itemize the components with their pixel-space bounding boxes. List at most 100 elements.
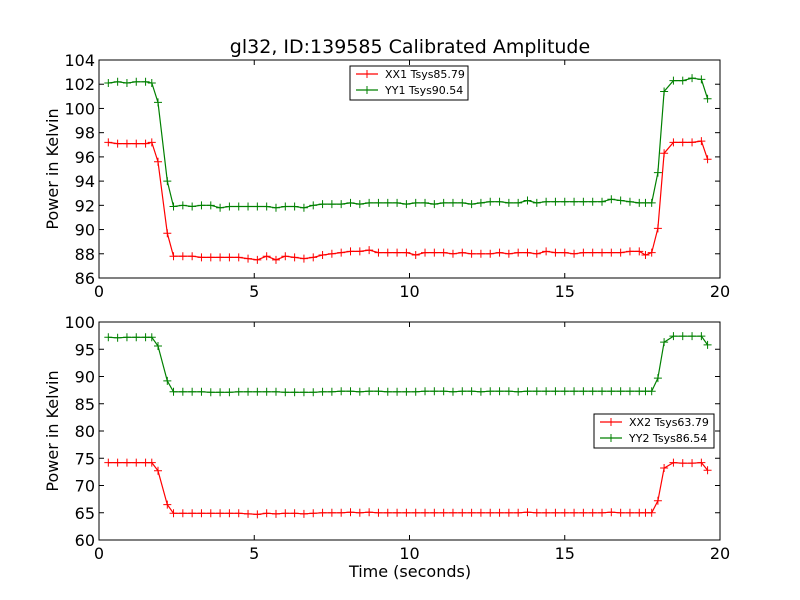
data-point <box>290 253 299 262</box>
data-point <box>309 509 318 518</box>
data-point <box>560 387 569 396</box>
data-point <box>309 253 318 262</box>
data-point <box>327 508 336 517</box>
data-point <box>532 249 541 258</box>
data-point <box>122 139 131 148</box>
data-point <box>514 198 523 207</box>
top-series-yy1 <box>104 74 712 212</box>
data-point <box>402 248 411 257</box>
legend-yy2-label: YY2 Tsys86.54 <box>628 432 707 445</box>
data-point <box>132 139 141 148</box>
data-point <box>234 253 243 262</box>
legend-yy1-label: YY1 Tsys90.54 <box>384 84 463 97</box>
data-point <box>486 508 495 517</box>
bottom-plot-legend: XX2 Tsys63.79 YY2 Tsys86.54 <box>593 413 715 449</box>
legend-xx2-label: XX2 Tsys63.79 <box>629 416 709 429</box>
data-point <box>132 458 141 467</box>
data-point <box>625 197 634 206</box>
bottom-ytick-label: 90 <box>75 368 95 387</box>
data-point <box>688 138 697 147</box>
data-point <box>653 496 662 505</box>
data-point <box>688 332 697 341</box>
data-point <box>607 248 616 257</box>
data-point <box>355 200 364 209</box>
data-point <box>355 247 364 256</box>
data-point <box>616 248 625 257</box>
data-point <box>703 466 712 475</box>
data-point <box>262 387 271 396</box>
bottom-ytick-label: 85 <box>75 395 95 414</box>
data-point <box>132 333 141 342</box>
data-point <box>271 387 280 396</box>
data-point <box>346 247 355 256</box>
data-point <box>647 198 656 207</box>
bottom-ytick-label: 95 <box>75 340 95 359</box>
data-point <box>318 250 327 259</box>
data-point <box>327 200 336 209</box>
data-point <box>486 387 495 396</box>
data-point <box>104 79 113 88</box>
top-ytick-label: 100 <box>64 99 95 118</box>
data-point <box>216 203 225 212</box>
data-point <box>113 458 122 467</box>
bottom-ytick-label: 75 <box>75 449 95 468</box>
data-point <box>244 202 253 211</box>
bottom-ytick-label: 80 <box>75 422 95 441</box>
top-ytick-label: 86 <box>75 269 95 288</box>
data-point <box>486 197 495 206</box>
top-ytick-label: 98 <box>75 124 95 143</box>
data-point <box>383 387 392 396</box>
data-point <box>495 248 504 257</box>
data-point <box>153 466 162 475</box>
data-point <box>271 255 280 264</box>
data-point <box>458 198 467 207</box>
data-point <box>467 387 476 396</box>
data-point <box>290 202 299 211</box>
data-point <box>588 508 597 517</box>
data-point <box>458 248 467 257</box>
data-point <box>188 202 197 211</box>
data-point <box>290 388 299 397</box>
data-point <box>253 510 262 519</box>
data-point <box>365 246 374 255</box>
data-point <box>178 201 187 210</box>
data-point <box>495 387 504 396</box>
data-point <box>579 387 588 396</box>
data-point <box>253 255 262 264</box>
top-xtick-label: 5 <box>249 282 259 301</box>
data-point <box>669 458 678 467</box>
data-point <box>383 248 392 257</box>
bottom-xtick-label: 20 <box>710 544 730 563</box>
data-point <box>104 458 113 467</box>
data-point <box>163 376 172 385</box>
data-point <box>616 196 625 205</box>
data-point <box>588 197 597 206</box>
data-point <box>132 77 141 86</box>
data-point <box>598 387 607 396</box>
data-point <box>188 252 197 261</box>
data-point <box>625 247 634 256</box>
data-point <box>678 459 687 468</box>
data-point <box>647 508 656 517</box>
data-point <box>660 464 669 473</box>
bottom-plot-series <box>104 332 712 519</box>
bottom-ytick-label: 60 <box>75 531 95 550</box>
data-point <box>206 388 215 397</box>
data-point <box>153 98 162 107</box>
data-point <box>169 202 178 211</box>
data-point <box>458 387 467 396</box>
data-point <box>421 387 430 396</box>
data-point <box>337 387 346 396</box>
data-point <box>430 387 439 396</box>
top-plot: gl32, ID:139585 Calibrated Amplitude 0 5 1… <box>43 36 730 301</box>
top-ytick-label: 94 <box>75 172 95 191</box>
bottom-ytick-label: 70 <box>75 477 95 496</box>
data-point <box>374 508 383 517</box>
data-point <box>458 508 467 517</box>
data-point <box>678 138 687 147</box>
data-point <box>598 248 607 257</box>
data-point <box>504 508 513 517</box>
data-point <box>411 387 420 396</box>
data-point <box>374 387 383 396</box>
data-point <box>560 197 569 206</box>
